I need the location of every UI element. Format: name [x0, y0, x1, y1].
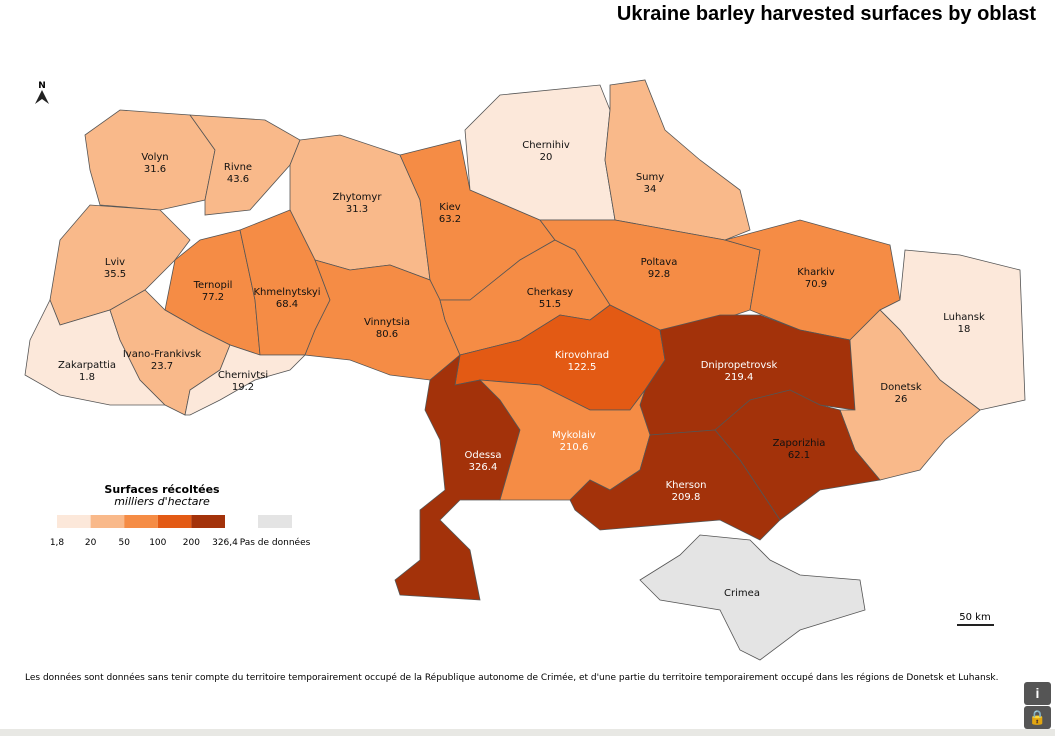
- oblast-name: Ivano-Frankivsk: [123, 349, 202, 360]
- oblast-name: Cherkasy: [527, 287, 574, 298]
- oblast-name: Kherson: [666, 480, 707, 491]
- oblast-value: 35.5: [104, 269, 126, 280]
- oblast-name: Kirovohrad: [555, 350, 609, 361]
- legend-swatch: [90, 515, 125, 528]
- oblast: [189, 114, 301, 216]
- oblast-name: Sumy: [636, 172, 664, 183]
- oblast: [839, 309, 981, 481]
- oblast-name: Zhytomyr: [333, 192, 383, 203]
- oblast-name: Chernivtsi: [218, 370, 268, 381]
- oblast-value: 62.1: [788, 450, 810, 461]
- oblast-name: Chernihiv: [522, 140, 570, 151]
- legend-no-data-swatch: [258, 515, 292, 528]
- north-arrow: [35, 90, 49, 104]
- oblast-value: 31.3: [346, 204, 368, 215]
- status-bar: [0, 729, 1055, 736]
- oblast-name: Volyn: [141, 152, 168, 163]
- legend-swatch: [157, 515, 192, 528]
- oblast-name: Zakarpattia: [58, 360, 116, 371]
- oblast-value: 19.2: [232, 382, 254, 393]
- oblast-name: Odessa: [465, 450, 502, 461]
- legend-break-label: 100: [149, 538, 166, 548]
- lock-button[interactable]: 🔒: [1024, 706, 1051, 729]
- oblast-value: 80.6: [376, 329, 398, 340]
- oblast: [604, 79, 751, 241]
- oblast-value: 219.4: [725, 372, 754, 383]
- oblast-value: 26: [895, 394, 908, 405]
- oblast-value: 326.4: [469, 462, 498, 473]
- oblast-name: Kharkiv: [797, 267, 835, 278]
- oblast-value: 63.2: [439, 214, 461, 225]
- legend-no-data-label: Pas de données: [240, 537, 311, 548]
- legend-break-label: 326,4: [212, 538, 238, 548]
- legend-swatch: [191, 515, 225, 528]
- legend-title: Surfaces récoltées: [104, 483, 220, 496]
- oblast-value: 122.5: [568, 362, 597, 373]
- oblast-name: Zaporizhia: [773, 438, 826, 449]
- map-title: Ukraine barley harvested surfaces by obl…: [617, 3, 1036, 25]
- oblast-name: Kiev: [439, 202, 460, 213]
- oblast-value: 70.9: [805, 279, 827, 290]
- oblast-name: Donetsk: [880, 382, 921, 393]
- north-label: N: [38, 81, 46, 91]
- oblast-value: 77.2: [202, 292, 224, 303]
- oblast: [569, 429, 781, 541]
- oblast-name: Mykolaiv: [552, 430, 596, 441]
- oblast: [639, 534, 866, 661]
- oblast: [184, 344, 306, 416]
- oblast-name: Khmelnytskyi: [253, 287, 320, 298]
- oblast-name: Crimea: [724, 588, 760, 599]
- oblast-value: 31.6: [144, 164, 166, 175]
- legend-swatch: [57, 515, 91, 528]
- oblast-value: 43.6: [227, 174, 249, 185]
- footnote: Les données sont données sans tenir comp…: [25, 672, 999, 683]
- scale-label: 50 km: [959, 612, 990, 623]
- oblast-value: 210.6: [560, 442, 589, 453]
- oblast-value: 92.8: [648, 269, 670, 280]
- oblast-value: 51.5: [539, 299, 561, 310]
- legend: 1,8 20 50 100 200 326,4 Pas de données: [50, 515, 311, 548]
- oblast-name: Vinnytsia: [364, 317, 410, 328]
- legend-swatch: [124, 515, 158, 528]
- oblast-value: 18: [958, 324, 971, 335]
- oblast-value: 68.4: [276, 299, 298, 310]
- oblast-name: Lviv: [105, 257, 125, 268]
- oblast-value: 34: [644, 184, 657, 195]
- legend-break-label: 200: [183, 538, 200, 548]
- oblast-name: Rivne: [224, 162, 252, 173]
- oblast-value: 20: [540, 152, 553, 163]
- oblast-name: Dnipropetrovsk: [701, 360, 778, 371]
- oblast-value: 23.7: [151, 361, 173, 372]
- legend-break-label: 50: [118, 538, 130, 548]
- oblast-name: Ternopil: [193, 280, 233, 291]
- oblast-value: 209.8: [672, 492, 701, 503]
- oblast-name: Poltava: [641, 257, 678, 268]
- legend-break-label: 20: [85, 538, 97, 548]
- oblast-name: Luhansk: [943, 312, 985, 323]
- regions: [24, 79, 1026, 661]
- legend-subtitle: milliers d'hectare: [114, 495, 210, 508]
- legend-break-label: 1,8: [50, 538, 65, 548]
- info-button[interactable]: i: [1024, 682, 1051, 705]
- oblast-value: 1.8: [79, 372, 95, 383]
